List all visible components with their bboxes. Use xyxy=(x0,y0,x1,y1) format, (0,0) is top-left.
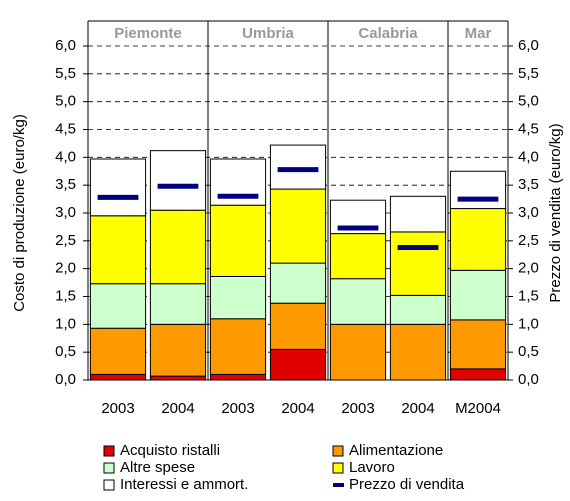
legend-swatch xyxy=(103,479,115,491)
y2-tick-label: 6,0 xyxy=(518,37,539,54)
bar-segment xyxy=(209,275,267,320)
bar-segment xyxy=(389,323,447,381)
bar-segment xyxy=(449,208,507,271)
x-tick-label: 2004 xyxy=(281,400,314,417)
bar-segment xyxy=(449,368,507,381)
legend-swatch xyxy=(103,445,115,457)
y-axis-label: Costo di produzione (euro/kg) xyxy=(11,114,28,312)
bar-segment xyxy=(449,319,507,370)
y2-tick-label: 2,0 xyxy=(518,260,539,277)
y2-axis-label: Prezzo di vendita (euro/kg) xyxy=(547,123,564,302)
y-tick-label: 5,0 xyxy=(55,93,76,110)
y2-tick-label: 1,5 xyxy=(518,287,539,304)
group-label: Calabria xyxy=(358,25,418,42)
y-tick-label: 3,5 xyxy=(55,176,76,193)
bar-segment xyxy=(329,233,387,280)
y2-tick-label: 4,5 xyxy=(518,120,539,137)
y-tick-label: 6,0 xyxy=(55,37,76,54)
bar-segment xyxy=(149,150,207,211)
legend-label: Interessi e ammort. xyxy=(120,476,248,493)
y2-tick-label: 5,0 xyxy=(518,93,539,110)
y2-tick-label: 1,0 xyxy=(518,315,539,332)
y-tick-label: 1,5 xyxy=(55,287,76,304)
group-label: Mar xyxy=(465,25,492,42)
bar-segment xyxy=(89,327,147,375)
group-label: Piemonte xyxy=(114,25,182,42)
y-tick-label: 0,5 xyxy=(55,343,76,360)
y2-tick-label: 3,0 xyxy=(518,204,539,221)
x-tick-label: 2003 xyxy=(341,400,374,417)
bar-segment xyxy=(389,231,447,296)
bar-segment xyxy=(269,144,327,190)
bar-segment xyxy=(389,195,447,233)
legend-label: Lavoro xyxy=(349,459,395,476)
legend-swatch xyxy=(332,445,344,457)
x-tick-label: 2004 xyxy=(161,400,194,417)
legend-label: Prezzo di vendita xyxy=(349,476,465,493)
y2-tick-label: 2,5 xyxy=(518,232,539,249)
y2-tick-label: 0,5 xyxy=(518,343,539,360)
y2-tick-label: 5,5 xyxy=(518,65,539,82)
legend-swatch xyxy=(332,462,344,474)
x-tick-label: 2003 xyxy=(221,400,254,417)
x-tick-label: 2004 xyxy=(401,400,434,417)
bar-segment xyxy=(329,323,387,381)
legend-label: Acquisto ristalli xyxy=(120,442,220,459)
y2-tick-label: 3,5 xyxy=(518,176,539,193)
bar-segment xyxy=(89,373,147,381)
bar-segment xyxy=(209,204,267,277)
legend-swatch xyxy=(103,462,115,474)
y-tick-label: 4,0 xyxy=(55,148,76,165)
bar-segment xyxy=(209,373,267,381)
x-tick-label: M2004 xyxy=(455,400,501,417)
bar-segment xyxy=(89,215,147,285)
bar-segment xyxy=(449,269,507,321)
bar-segment xyxy=(269,302,327,350)
bar-segment xyxy=(149,283,207,325)
bar-segment xyxy=(149,209,207,285)
bar-segment xyxy=(329,278,387,325)
bar-segment xyxy=(149,375,207,381)
x-tick-label: 2003 xyxy=(101,400,134,417)
bar-segment xyxy=(269,262,327,304)
legend-label: Altre spese xyxy=(120,459,195,476)
bar-segment xyxy=(269,348,327,381)
y-tick-label: 3,0 xyxy=(55,204,76,221)
bar-segment xyxy=(269,188,327,264)
group-label: Umbria xyxy=(242,25,294,42)
y-tick-label: 0,0 xyxy=(55,371,76,388)
bar-segment xyxy=(209,318,267,375)
y2-tick-label: 0,0 xyxy=(518,371,539,388)
y-tick-label: 1,0 xyxy=(55,315,76,332)
bar-segment xyxy=(89,158,147,217)
bar-segment xyxy=(449,170,507,210)
bar-segment xyxy=(389,294,447,325)
bar-segment xyxy=(89,283,147,329)
y-tick-label: 4,5 xyxy=(55,120,76,137)
y2-tick-label: 4,0 xyxy=(518,148,539,165)
y-tick-label: 2,5 xyxy=(55,232,76,249)
y-tick-label: 5,5 xyxy=(55,65,76,82)
legend-label: Alimentazione xyxy=(349,442,443,459)
y-tick-label: 2,0 xyxy=(55,260,76,277)
bar-segment xyxy=(149,323,207,377)
